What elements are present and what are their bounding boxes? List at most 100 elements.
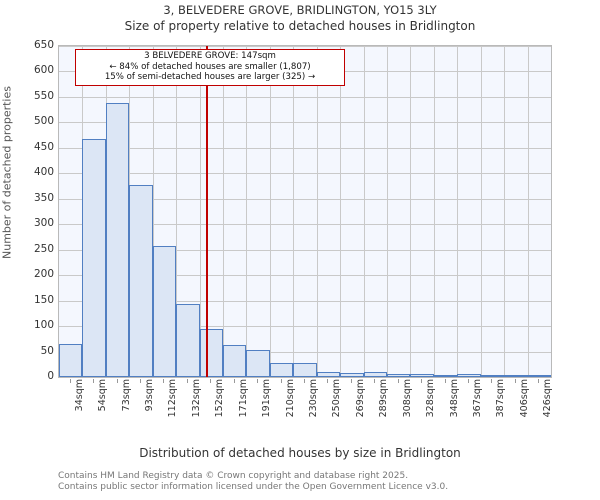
annotation-line-3: 15% of semi-detached houses are larger (… xyxy=(104,72,316,83)
x-axis-tick-230sqm: 230sqm xyxy=(308,379,319,418)
y-axis-tick-100: 100 xyxy=(33,319,54,332)
x-tickmark-12 xyxy=(350,379,352,383)
gridline-y-100 xyxy=(59,326,551,328)
y-axis-title: Number of detached properties xyxy=(0,86,14,259)
bar-387sqm[interactable] xyxy=(480,375,505,377)
x-tickmark-2 xyxy=(116,379,118,383)
gridline-x-8 xyxy=(246,46,247,377)
gridline-x-13 xyxy=(364,46,365,377)
bar-73sqm[interactable] xyxy=(105,103,130,377)
gridline-x-14 xyxy=(387,46,388,377)
x-tickmark-20 xyxy=(538,379,540,383)
x-tickmark-1 xyxy=(93,379,95,383)
annotation-line-1: 3 BELVEDERE GROVE: 147sqm xyxy=(144,51,276,61)
x-tickmark-16 xyxy=(444,379,446,383)
x-axis-tick-54sqm: 54sqm xyxy=(97,379,109,412)
gridline-x-17 xyxy=(457,46,458,377)
x-axis-labels: 34sqm 54sqm 73sqm 93sqm 112sqm 132sqm 152sqm 17… xyxy=(58,379,554,441)
y-axis-tick-150: 150 xyxy=(33,293,54,306)
x-axis-tick-93sqm: 93sqm xyxy=(144,379,155,412)
x-tickmark-13 xyxy=(374,379,376,383)
x-axis-tick-250sqm: 250sqm xyxy=(331,379,343,418)
y-axis-tick-200: 200 xyxy=(33,268,54,281)
property-annotation-box: 3 BELVEDERE GROVE: 147sqm ← 84% of detac… xyxy=(75,49,345,86)
gridline-x-11 xyxy=(317,46,318,377)
gridline-y-250 xyxy=(59,249,551,251)
y-axis-tick-550: 550 xyxy=(33,89,54,102)
x-axis-tick-348sqm: 348sqm xyxy=(448,379,460,418)
bar-308sqm[interactable] xyxy=(387,373,411,377)
x-axis-tick-406sqm: 406sqm xyxy=(518,379,530,418)
bar-328sqm[interactable] xyxy=(410,374,434,377)
bar-426sqm[interactable] xyxy=(527,375,551,377)
gridline-x-9 xyxy=(270,46,271,377)
footer-line-1: Contains HM Land Registry data © Crown c… xyxy=(58,471,409,481)
x-tickmark-4 xyxy=(163,379,165,383)
bar-132sqm[interactable] xyxy=(176,304,200,377)
bar-367sqm[interactable] xyxy=(457,374,481,377)
gridline-x-18 xyxy=(481,46,482,377)
x-axis-tick-112sqm: 112sqm xyxy=(167,379,179,418)
x-axis-tick-34sqm: 34sqm xyxy=(73,379,85,412)
bar-93sqm[interactable] xyxy=(129,184,153,377)
bar-210sqm[interactable] xyxy=(269,362,294,377)
bar-250sqm[interactable] xyxy=(316,371,341,377)
bar-289sqm[interactable] xyxy=(363,371,387,377)
y-axis-tick-0: 0 xyxy=(47,370,54,382)
gridline-x-6 xyxy=(200,46,201,377)
bar-171sqm[interactable] xyxy=(223,344,247,377)
gridline-y-200 xyxy=(59,275,551,277)
gridline-x-16 xyxy=(434,46,435,377)
x-axis-tick-426sqm: 426sqm xyxy=(542,379,554,418)
gridline-x-12 xyxy=(340,46,341,377)
x-axis-tick-308sqm: 308sqm xyxy=(401,379,413,418)
x-axis-tick-73sqm: 73sqm xyxy=(120,379,132,412)
y-axis-labels: 0 50 100 150 200 250 300 350 400 450 500 550 600 650 xyxy=(0,39,54,382)
page-title: 3, BELVEDERE GROVE, BRIDLINGTON, YO15 3L… xyxy=(163,3,437,17)
bar-191sqm[interactable] xyxy=(246,349,270,377)
x-tickmark-0 xyxy=(69,379,71,383)
gridline-x-15 xyxy=(410,46,411,377)
bar-269sqm[interactable] xyxy=(340,372,364,377)
x-tickmark-10 xyxy=(304,379,305,383)
x-axis-tick-132sqm: 132sqm xyxy=(190,379,202,418)
x-axis-tick-367sqm: 367sqm xyxy=(472,379,483,418)
bar-54sqm[interactable] xyxy=(82,139,106,377)
bar-152sqm[interactable] xyxy=(199,329,223,377)
gridline-x-20 xyxy=(528,46,529,377)
plot-area xyxy=(58,45,552,378)
bar-406sqm[interactable] xyxy=(504,375,528,377)
gridline-y-500 xyxy=(59,122,551,124)
gridline-y-400 xyxy=(59,173,551,175)
gridline-x-4 xyxy=(153,46,154,377)
gridline-y-550 xyxy=(59,96,551,98)
x-tickmark-18 xyxy=(491,379,493,383)
x-tickmark-3 xyxy=(140,379,141,383)
gridline-x-10 xyxy=(293,46,294,377)
bar-230sqm[interactable] xyxy=(293,362,317,377)
property-marker-line xyxy=(205,46,208,377)
footer-line-2: Contains public sector information licen… xyxy=(58,482,449,492)
x-axis-tick-191sqm: 191sqm xyxy=(261,379,273,418)
bar-348sqm[interactable] xyxy=(433,374,458,377)
bar-34sqm[interactable] xyxy=(59,343,83,377)
x-axis-tick-289sqm: 289sqm xyxy=(378,379,390,418)
x-axis-tick-210sqm: 210sqm xyxy=(284,379,296,418)
x-tickmark-19 xyxy=(514,379,516,383)
footer-attribution: Contains HM Land Registry data © Crown c… xyxy=(58,471,598,493)
x-tickmark-17 xyxy=(468,379,469,383)
annotation-line-2: ← 84% of detached houses are smaller (1,… xyxy=(109,61,311,72)
y-axis-tick-500: 500 xyxy=(33,115,54,128)
gridline-y-450 xyxy=(59,147,551,149)
gridline-y-150 xyxy=(59,300,551,302)
bar-112sqm[interactable] xyxy=(152,246,177,377)
y-axis-tick-450: 450 xyxy=(33,140,54,153)
gridline-x-19 xyxy=(504,46,505,377)
x-axis-title: Distribution of detached houses by size … xyxy=(139,446,461,460)
x-tickmark-8 xyxy=(257,379,259,383)
chart-title-block: 3, BELVEDERE GROVE, BRIDLINGTON, YO15 3L… xyxy=(0,2,600,34)
gridline-y-50 xyxy=(59,351,551,353)
x-tickmark-11 xyxy=(327,379,329,383)
y-axis-tick-50: 50 xyxy=(40,344,54,357)
